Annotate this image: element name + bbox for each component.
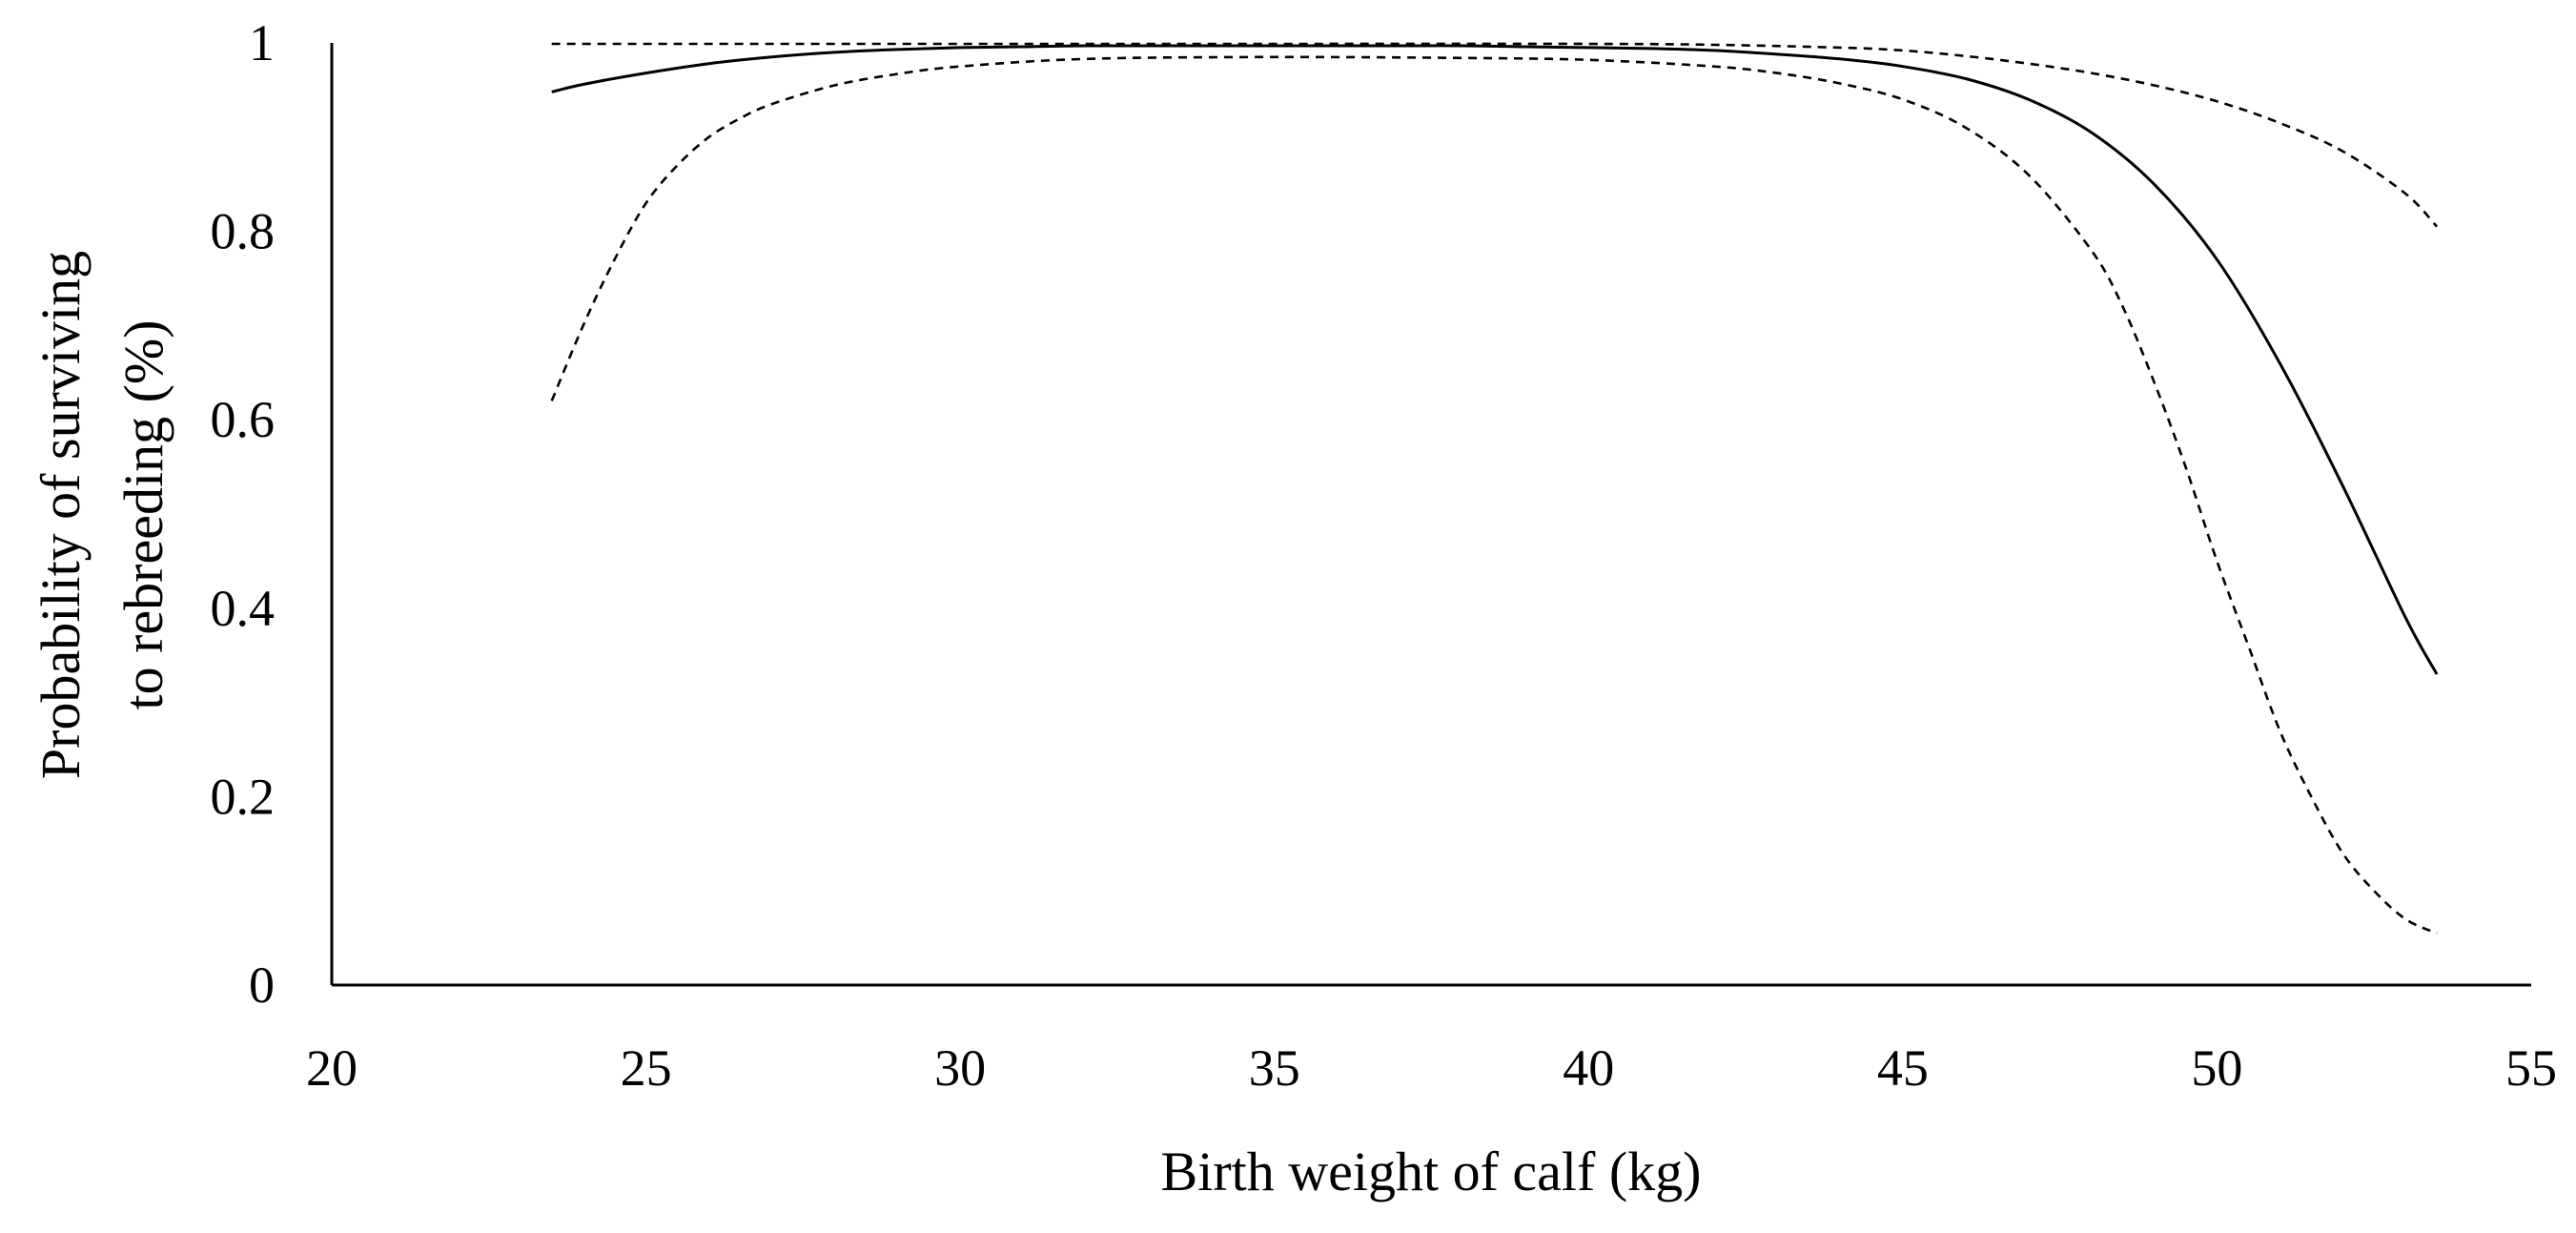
x-tick-label: 55 [2505, 1039, 2557, 1097]
y-axis-title-line-2: to rebreeding (%) [112, 319, 174, 709]
x-tick-labels: 20 25 30 35 40 45 50 55 [306, 1039, 2557, 1097]
series-line-lower-95-ci [550, 55, 2438, 935]
y-axis-title-line-1: Probability of surviving [30, 251, 92, 779]
y-tick-label: 1 [249, 14, 275, 72]
y-tick-label: 0 [249, 956, 275, 1014]
series [550, 42, 2439, 935]
x-tick-label: 30 [934, 1039, 986, 1097]
x-tick-label: 25 [621, 1039, 672, 1097]
x-axis-title: Birth weight of calf (kg) [1161, 1141, 1702, 1202]
y-tick-label: 0.2 [211, 768, 276, 825]
series-line-upper-95-ci [551, 42, 2439, 228]
x-tick-label: 50 [2191, 1039, 2242, 1097]
y-tick-label: 0.4 [211, 580, 276, 637]
series-line-estimate [551, 44, 2439, 675]
y-tick-labels: 0 0.2 0.4 0.6 0.8 1 [211, 14, 276, 1014]
x-tick-label: 20 [306, 1039, 358, 1097]
x-tick-label: 35 [1249, 1039, 1300, 1097]
y-tick-label: 0.8 [211, 203, 276, 260]
y-tick-label: 0.6 [211, 391, 276, 448]
x-tick-label: 40 [1563, 1039, 1614, 1097]
axes [330, 43, 2531, 987]
x-tick-label: 45 [1877, 1039, 1929, 1097]
